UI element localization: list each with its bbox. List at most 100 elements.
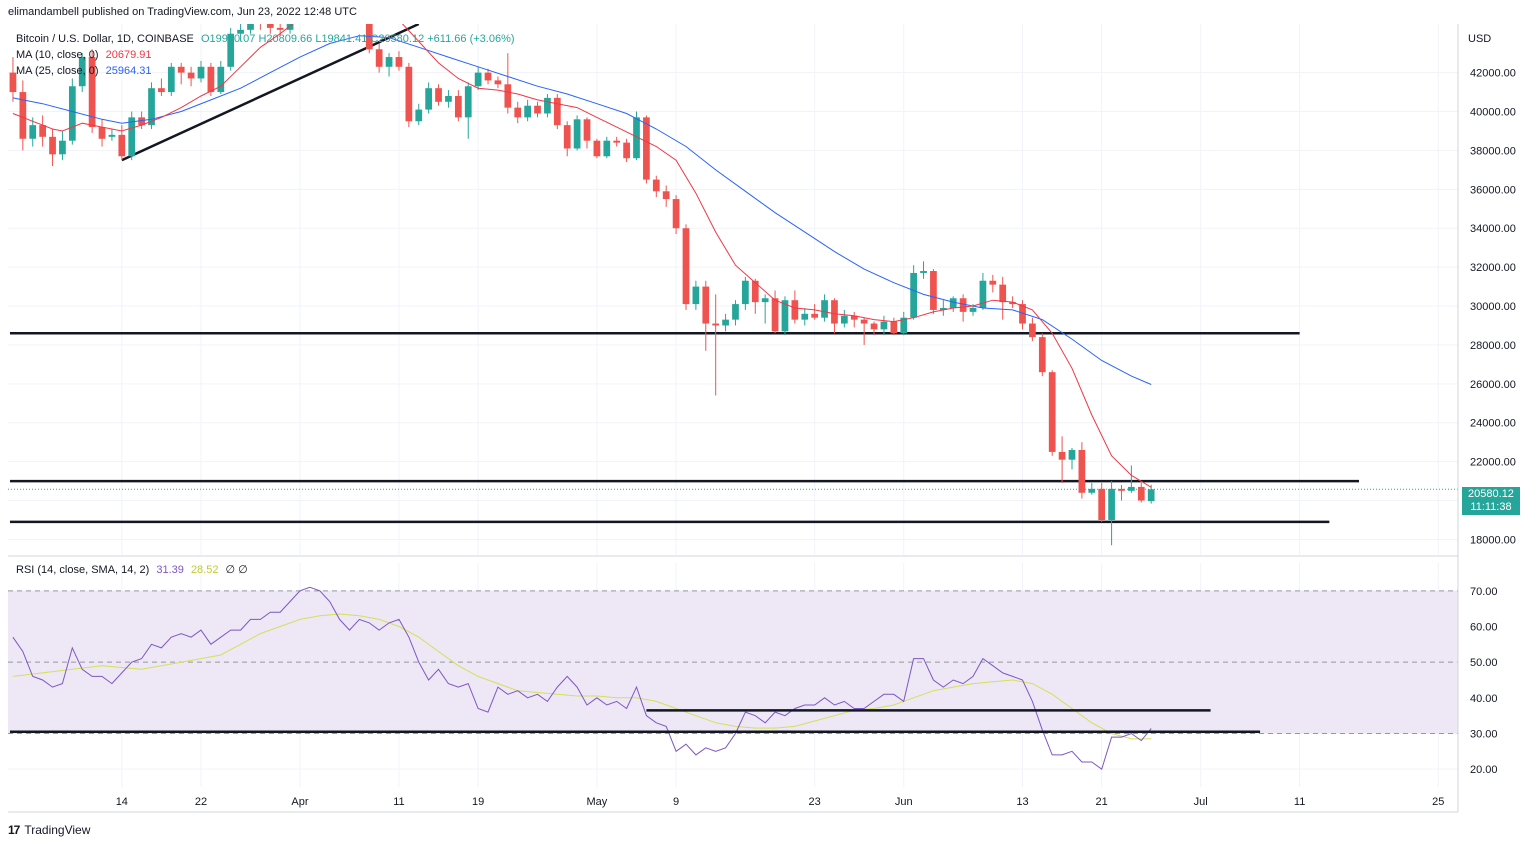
candle-body <box>425 88 433 110</box>
candle-body <box>751 280 759 303</box>
candle-body <box>930 271 937 310</box>
candle-body <box>821 300 828 318</box>
candle-body <box>712 323 720 326</box>
axes: USD18000.0020000.0022000.0024000.0026000… <box>8 24 1516 813</box>
candle-body <box>1098 488 1106 520</box>
time-tick-label: 11 <box>1294 796 1305 808</box>
price-tick-label: 36000.00 <box>1470 184 1516 196</box>
time-tick-label: 22 <box>195 796 207 808</box>
candle-body <box>375 49 383 67</box>
candle-body <box>78 57 86 87</box>
candle-body <box>534 105 541 114</box>
candle-body <box>1137 486 1145 501</box>
candle-body <box>1078 449 1086 493</box>
candle-body <box>989 280 997 285</box>
candle-body <box>128 117 136 157</box>
ma25-value: 25964.31 <box>105 65 152 77</box>
candle-body <box>494 80 502 85</box>
candle-body <box>583 119 591 141</box>
candle-body <box>237 29 244 34</box>
candle-body <box>623 142 630 159</box>
rsi-line <box>12 586 1152 771</box>
rsi-sma-value: 28.52 <box>190 564 219 576</box>
candle-body <box>850 315 858 320</box>
rsi-extra: ∅ ∅ <box>225 564 248 576</box>
candle-body <box>1029 323 1036 338</box>
candle-body <box>247 24 254 30</box>
candle-body <box>652 179 660 192</box>
candle-body <box>920 271 927 273</box>
ma10-value: 20679.91 <box>105 49 152 61</box>
candle-body <box>504 84 512 108</box>
candle-body <box>880 321 888 330</box>
symbol-legend: Bitcoin / U.S. Dollar, 1D, COINBASE O199… <box>16 33 519 45</box>
candle-body <box>257 22 264 24</box>
candle-body <box>781 300 789 332</box>
time-tick-label: 21 <box>1096 796 1108 808</box>
ma10-label: MA (10, close, 0) <box>16 49 99 61</box>
candle-body <box>68 86 76 141</box>
candle-body <box>1128 486 1135 491</box>
candle-body <box>484 72 492 81</box>
time-tick-label: May <box>587 796 608 808</box>
candle-body <box>959 298 967 312</box>
price-tick-label: 26000.00 <box>1470 379 1516 391</box>
candle-body <box>108 134 116 137</box>
candle-body <box>1058 451 1066 460</box>
price-tick-label: 24000.00 <box>1470 418 1516 430</box>
candle-body <box>692 286 700 305</box>
candle-body <box>39 125 47 137</box>
countdown: 11:11:38 <box>1470 501 1512 513</box>
rsi-band <box>8 590 1458 734</box>
rsi-tick-label: 70.00 <box>1470 586 1498 598</box>
candle-body <box>910 272 917 318</box>
candle-body <box>613 140 621 143</box>
candle-body <box>890 321 898 334</box>
price-tick-label: 28000.00 <box>1470 340 1516 352</box>
candle-body <box>1068 449 1076 460</box>
horizontal-lines[interactable] <box>8 24 1458 524</box>
candle-body <box>860 319 868 324</box>
time-tick-label: Jun <box>895 796 913 808</box>
candle-body <box>1088 488 1096 493</box>
candle-body <box>197 66 205 79</box>
candle-body <box>563 125 571 149</box>
rsi-label: RSI (14, close, SMA, 14, 2) <box>16 564 150 576</box>
candle-body <box>672 199 680 229</box>
current-price-tag: 20580.12 11:11:38 <box>1462 487 1520 515</box>
candles <box>9 0 1155 546</box>
candle-body <box>227 33 235 67</box>
candle-body <box>979 280 987 308</box>
candle-body <box>395 57 403 67</box>
time-tick-label: 9 <box>673 796 679 808</box>
ma10-line <box>12 24 1152 488</box>
candle-body <box>49 136 56 155</box>
candle-body <box>633 117 640 159</box>
candle-body <box>1038 337 1046 373</box>
candle-body <box>722 319 729 326</box>
current-price: 20580.12 <box>1468 488 1514 500</box>
candle-body <box>593 140 601 157</box>
publisher-line: elimandambell published on TradingView.c… <box>8 6 357 18</box>
candle-body <box>999 284 1007 303</box>
price-tick-label: 40000.00 <box>1470 107 1516 119</box>
candle-body <box>573 119 581 149</box>
candle-body <box>811 313 819 318</box>
candle-body <box>514 107 522 118</box>
candle-body <box>544 97 551 114</box>
candle-body <box>840 315 848 324</box>
candle-body <box>662 191 670 200</box>
candle-body <box>266 24 274 28</box>
symbol-label: Bitcoin / U.S. Dollar, 1D, COINBASE <box>16 33 194 45</box>
time-tick-label: 13 <box>1016 796 1028 808</box>
candle-body <box>939 307 947 310</box>
candle-body <box>445 95 452 102</box>
candle-body <box>98 127 106 139</box>
candle-body <box>435 88 442 102</box>
candle-body <box>791 300 799 320</box>
candle-body <box>207 66 215 93</box>
time-tick-label: Jul <box>1194 796 1208 808</box>
candle-body <box>356 0 363 3</box>
candle-body <box>88 57 96 128</box>
